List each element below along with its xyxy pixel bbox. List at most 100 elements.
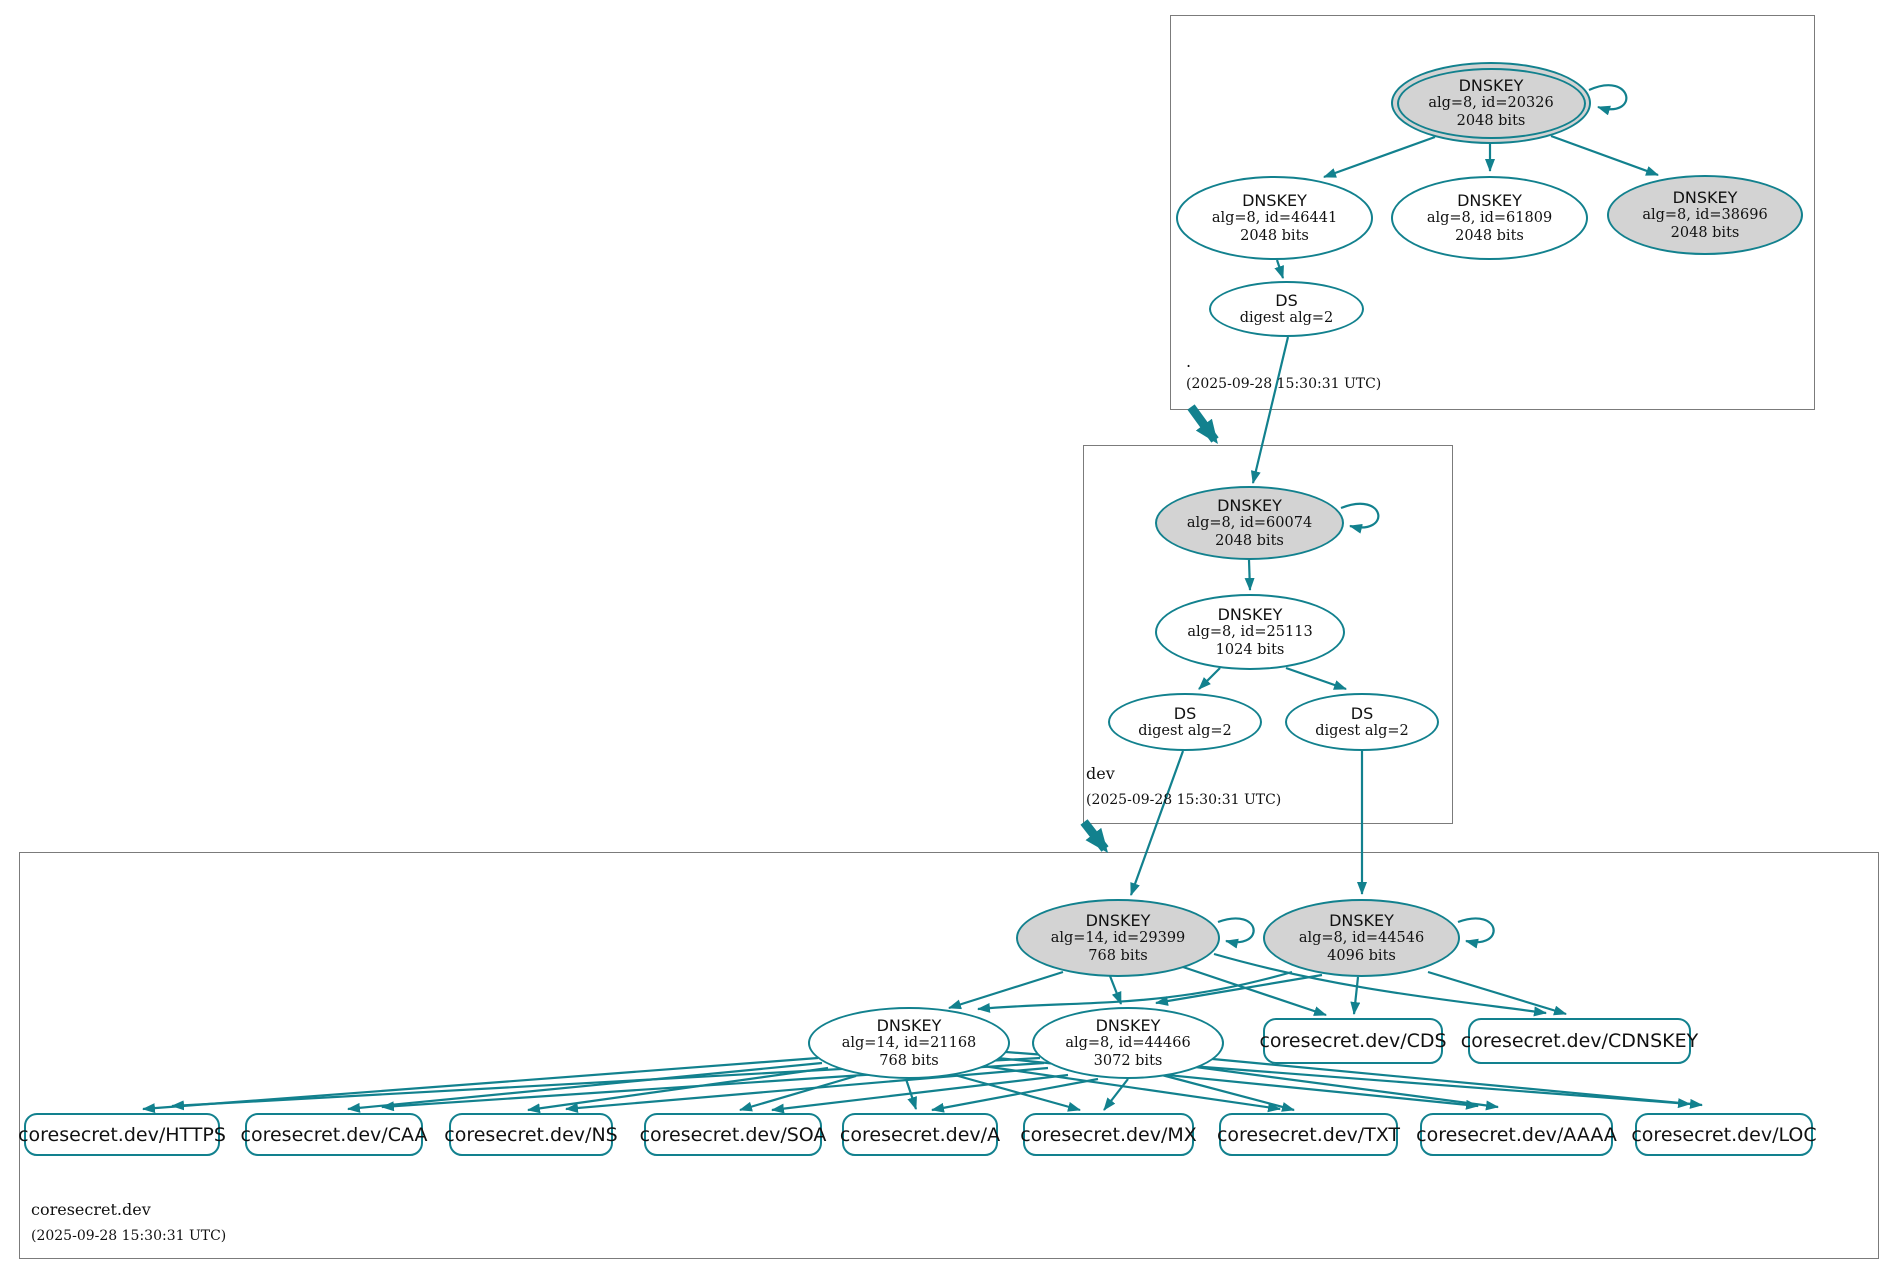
rrset-label: coresecret.dev/MX <box>1020 1123 1197 1146</box>
node-detail: digest alg=2 <box>1138 722 1232 739</box>
edge-delegation-root-to-dev <box>1187 404 1219 445</box>
node-detail: digest alg=2 <box>1315 722 1409 739</box>
edge-29399-to-21168 <box>948 970 1064 1010</box>
dnskey-root-ksk-20326[interactable]: DNSKEY alg=8, id=20326 2048 bits <box>1391 62 1591 144</box>
edge-21168-to-soa <box>739 1074 857 1112</box>
node-detail: alg=8, id=38696 <box>1642 207 1768 224</box>
node-title: DNSKEY <box>1329 911 1394 931</box>
node-bits: 2048 bits <box>1215 532 1284 549</box>
node-bits: 2048 bits <box>1670 224 1740 241</box>
rrset-label: coresecret.dev/CDS <box>1259 1030 1447 1052</box>
node-detail: alg=8, id=44466 <box>1065 1035 1191 1052</box>
rrset-label: coresecret.dev/AAAA <box>1416 1123 1617 1146</box>
rrset-a[interactable]: coresecret.dev/A <box>840 1113 1000 1156</box>
node-title: DS <box>1275 290 1298 310</box>
node-title: DS <box>1173 703 1197 723</box>
rrset-loc[interactable]: coresecret.dev/LOC <box>1631 1113 1817 1156</box>
dnskey-root-zsk-61809[interactable]: DNSKEY alg=8, id=61809 2048 bits <box>1391 176 1588 260</box>
rrset-caa[interactable]: coresecret.dev/CAA <box>241 1113 427 1156</box>
zone-timestamp-coresecret: (2025-09-28 15:30:31 UTC) <box>31 1228 227 1244</box>
ds-root[interactable]: DS digest alg=2 <box>1209 281 1364 337</box>
zone-timestamp-root: (2025-09-28 15:30:31 UTC) <box>1186 376 1382 392</box>
edge-44546-to-cdnskey <box>1427 970 1567 1016</box>
node-bits: 768 bits <box>879 1052 939 1069</box>
rrset-label: coresecret.dev/TXT <box>1216 1123 1401 1146</box>
dnskey-coresecret-ksk-44546[interactable]: DNSKEY alg=8, id=44546 4096 bits <box>1263 899 1460 977</box>
node-bits: 3072 bits <box>1093 1052 1163 1069</box>
edge-root-ksk-to-38696 <box>1550 134 1659 177</box>
edge-25113-to-ds-right <box>1285 666 1347 691</box>
node-title: DS <box>1350 703 1374 723</box>
dnskey-root-zsk-46441[interactable]: DNSKEY alg=8, id=46441 2048 bits <box>1176 176 1373 260</box>
dnskey-coresecret-zsk-44466[interactable]: DNSKEY alg=8, id=44466 3072 bits <box>1032 1007 1224 1079</box>
edge-29399-selfsign <box>1217 917 1255 949</box>
edge-44466-to-aaaa <box>1187 1064 1499 1111</box>
edge-44546-to-cds <box>1350 976 1361 1015</box>
node-detail: alg=8, id=60074 <box>1186 515 1313 532</box>
edge-21168-to-txt <box>982 1064 1281 1113</box>
dnskey-dev-ksk-60074[interactable]: DNSKEY alg=8, id=60074 2048 bits <box>1155 486 1344 560</box>
edge-44466-to-loc <box>1201 1056 1703 1109</box>
rrset-label: coresecret.dev/CAA <box>240 1123 428 1146</box>
ds-dev-left[interactable]: DS digest alg=2 <box>1108 693 1262 751</box>
edge-root-ds-to-dev-ksk <box>1250 336 1290 484</box>
edge-60074-to-25113 <box>1244 559 1255 591</box>
rrset-https[interactable]: coresecret.dev/HTTPS <box>18 1113 226 1156</box>
node-detail: alg=8, id=44546 <box>1298 930 1425 947</box>
rrset-label: coresecret.dev/SOA <box>639 1123 827 1146</box>
rrset-ns[interactable]: coresecret.dev/NS <box>444 1113 618 1156</box>
rrset-txt[interactable]: coresecret.dev/TXT <box>1216 1113 1401 1156</box>
edge-21168-to-mx <box>950 1072 1081 1112</box>
dnskey-root-ksk-20326-inner: DNSKEY alg=8, id=20326 2048 bits <box>1396 67 1586 139</box>
edge-44466-to-txt <box>1157 1072 1295 1112</box>
zone-label-coresecret: coresecret.dev <box>31 1200 151 1219</box>
node-bits: 1024 bits <box>1215 641 1285 658</box>
node-detail: alg=8, id=25113 <box>1187 624 1313 641</box>
dnskey-coresecret-ksk-29399[interactable]: DNSKEY alg=14, id=29399 768 bits <box>1016 899 1220 977</box>
edge-44466-to-ns <box>565 1066 1049 1113</box>
ds-dev-right[interactable]: DS digest alg=2 <box>1285 693 1439 751</box>
edge-21168-to-caa <box>347 1061 823 1113</box>
edge-25113-to-ds-left <box>1198 667 1221 690</box>
edge-44466-to-mx <box>1103 1078 1129 1111</box>
edge-21168-to-ns <box>527 1066 829 1114</box>
edge-dev-ds-to-29399 <box>1129 750 1185 896</box>
edge-root-ksk-selfsign <box>1588 84 1628 116</box>
rrset-aaaa[interactable]: coresecret.dev/AAAA <box>1416 1113 1617 1156</box>
node-bits: 2048 bits <box>1455 227 1524 244</box>
node-bits: 2048 bits <box>1456 112 1526 129</box>
rrset-label: coresecret.dev/CDNSKEY <box>1460 1030 1699 1052</box>
node-detail: alg=8, id=20326 <box>1428 95 1554 112</box>
edge-29399-to-44466 <box>1108 975 1123 1005</box>
rrset-label: coresecret.dev/NS <box>444 1123 618 1146</box>
dnskey-coresecret-zsk-21168[interactable]: DNSKEY alg=14, id=21168 768 bits <box>808 1007 1010 1079</box>
node-bits: 768 bits <box>1088 947 1148 964</box>
zone-timestamp-dev: (2025-09-28 15:30:31 UTC) <box>1086 792 1282 808</box>
rrset-mx[interactable]: coresecret.dev/MX <box>1020 1113 1197 1156</box>
node-title: DNSKEY <box>1458 76 1524 96</box>
edge-29399-to-cdnskey <box>1213 952 1547 1017</box>
node-title: DNSKEY <box>876 1016 942 1036</box>
node-title: DNSKEY <box>1457 191 1522 211</box>
dnskey-root-38696[interactable]: DNSKEY alg=8, id=38696 2048 bits <box>1607 175 1803 255</box>
rrset-soa[interactable]: coresecret.dev/SOA <box>640 1113 826 1156</box>
edge-dev-ksk-selfsign <box>1340 502 1380 534</box>
dnskey-dev-zsk-25113[interactable]: DNSKEY alg=8, id=25113 1024 bits <box>1155 594 1345 670</box>
edge-44546-to-21168 <box>977 970 1293 1013</box>
node-detail: alg=8, id=46441 <box>1211 210 1338 227</box>
rrset-cdnskey[interactable]: coresecret.dev/CDNSKEY <box>1461 1018 1698 1064</box>
edge-46441-to-ds <box>1274 259 1285 279</box>
zone-label-dev: dev <box>1086 764 1115 783</box>
node-detail: alg=8, id=61809 <box>1426 210 1553 227</box>
node-bits: 4096 bits <box>1327 947 1396 964</box>
rrset-cds[interactable]: coresecret.dev/CDS <box>1259 1018 1447 1064</box>
node-detail: alg=14, id=21168 <box>841 1035 977 1052</box>
node-bits: 2048 bits <box>1240 227 1309 244</box>
edge-44466-to-a <box>931 1077 1099 1113</box>
node-detail: digest alg=2 <box>1239 309 1334 326</box>
edge-44546-selfsign <box>1457 917 1495 949</box>
node-detail: alg=14, id=29399 <box>1050 930 1186 947</box>
rrset-label: coresecret.dev/HTTPS <box>18 1123 226 1146</box>
